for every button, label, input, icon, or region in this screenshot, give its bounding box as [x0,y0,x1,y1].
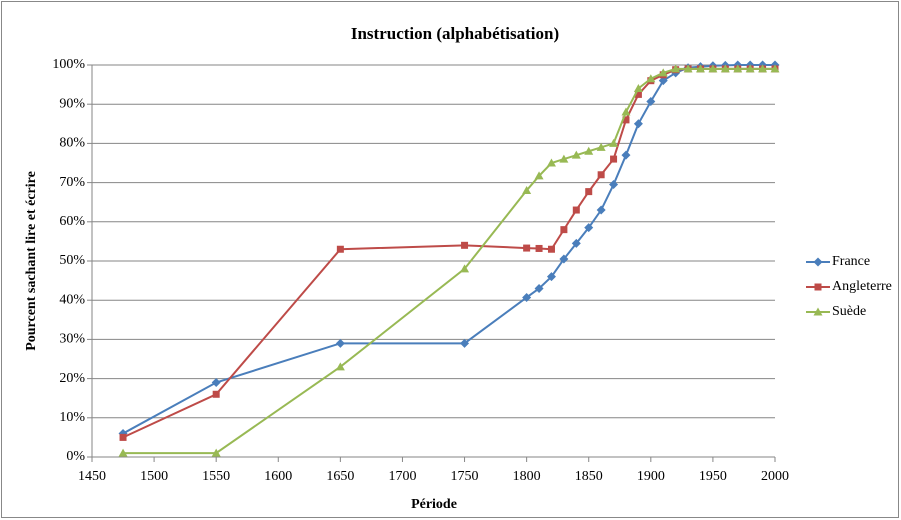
legend-marker [814,283,822,291]
data-point [695,64,705,73]
data-point [758,64,768,73]
data-point [646,74,656,83]
data-point [745,64,755,73]
data-point [546,158,556,167]
data-point [523,244,531,252]
data-point [559,254,569,264]
data-point [560,226,568,234]
data-point [596,205,606,215]
y-tick-label: 40% [59,292,85,307]
data-point [534,283,544,293]
x-tick-label: 1600 [264,469,292,484]
data-point [633,84,643,93]
data-point [211,448,221,457]
data-point [597,171,605,179]
data-point [461,241,469,249]
data-point [584,146,594,155]
data-point [708,64,718,73]
data-point [534,171,544,180]
x-tick-label: 1550 [202,469,230,484]
data-point [546,272,556,282]
data-point [633,119,643,129]
legend-marker [813,307,823,316]
y-tick-label: 70% [59,175,85,190]
data-point [535,244,543,252]
y-tick-label: 80% [59,136,85,151]
x-tick-label: 1700 [388,469,416,484]
data-point [585,188,593,196]
data-point [770,64,780,73]
data-point [720,64,730,73]
data-point [547,245,555,253]
x-tick-label: 1750 [451,469,479,484]
data-point [621,150,631,160]
x-tick-label: 1850 [575,469,603,484]
chart-title: Instruction (alphabétisation) [351,24,559,43]
data-point [609,180,619,190]
y-axis-label: Pourcent sachant lire et écrire [24,171,39,351]
y-tick-label: 100% [52,57,85,72]
legend-marker [813,257,823,267]
data-point [212,390,220,398]
legend-label: Suède [832,304,866,319]
legend-label: Angleterre [832,279,892,294]
data-point [621,107,631,116]
data-point [460,338,470,348]
data-point [571,150,581,159]
data-point [596,142,606,151]
data-point [572,206,580,214]
data-point [658,68,668,77]
data-point [610,155,618,163]
data-point [584,223,594,233]
data-point [658,76,668,86]
x-tick-label: 1950 [699,469,727,484]
data-point [622,116,630,124]
data-point [683,64,693,73]
data-point [559,154,569,163]
data-point [671,64,681,73]
x-axis-label: Période [411,497,457,512]
y-tick-label: 90% [59,96,85,111]
data-point [335,362,345,371]
data-point [335,338,345,348]
data-point [634,90,642,98]
data-point [733,64,743,73]
x-tick-label: 1800 [513,469,541,484]
x-tick-label: 1500 [140,469,168,484]
y-tick-label: 10% [59,410,85,425]
data-point [522,185,532,194]
data-point [119,433,127,441]
y-tick-label: 30% [59,332,85,347]
x-tick-label: 1650 [326,469,354,484]
y-tick-label: 0% [66,449,85,464]
x-tick-label: 1450 [78,469,106,484]
data-point [571,238,581,248]
data-point [336,245,344,253]
y-tick-label: 60% [59,214,85,229]
legend-label: France [832,254,870,269]
y-tick-label: 20% [59,371,85,386]
data-point [460,264,470,273]
x-tick-label: 2000 [761,469,789,484]
data-point [118,448,128,457]
data-point [522,292,532,302]
data-point [609,138,619,147]
y-tick-label: 50% [59,253,85,268]
x-tick-label: 1900 [637,469,665,484]
data-point [211,378,221,388]
data-point [646,96,656,106]
